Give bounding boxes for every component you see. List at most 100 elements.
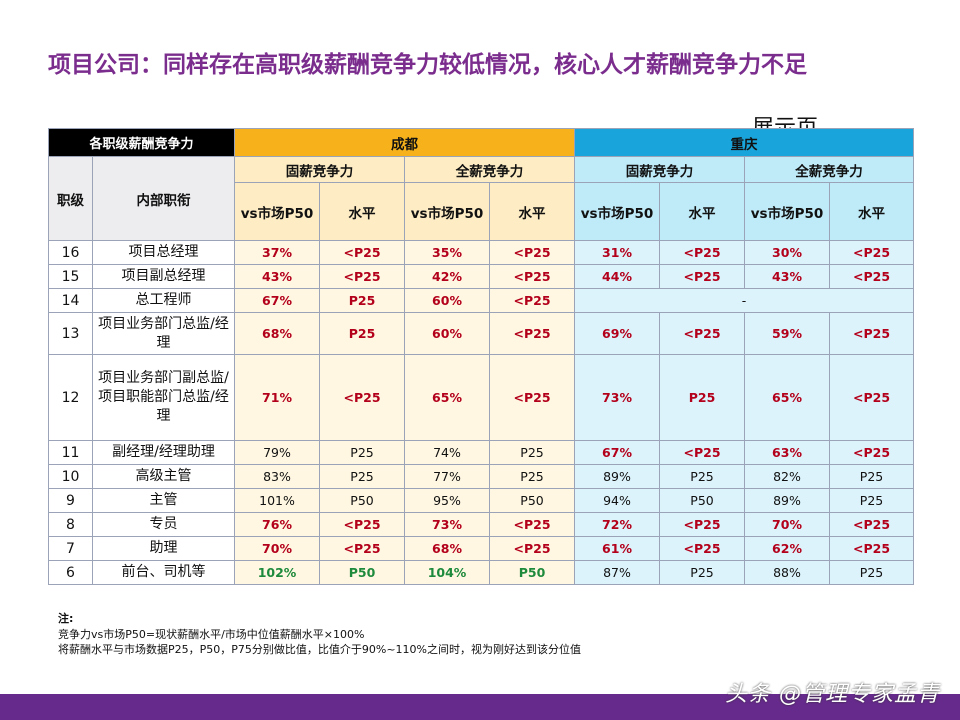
job-title-cell: 主管 <box>91 488 236 513</box>
table-row: 6 前台、司机等 102% P50 104% P50 87% P25 88% P25 <box>48 560 915 585</box>
notes-line-2: 将薪酬水平与市场数据P25，P50，P75分别做比值，比值介于90%~110%之… <box>58 643 582 656</box>
group-header: 全薪竞争力 <box>404 156 576 183</box>
value-cell: 30% <box>744 240 831 265</box>
value-cell: 72% <box>574 512 661 537</box>
value-cell: <P25 <box>319 264 406 289</box>
value-cell: 37% <box>234 240 321 265</box>
value-cell: 65% <box>744 354 831 441</box>
grade-cell: 7 <box>48 536 93 561</box>
value-cell: 74% <box>404 440 491 465</box>
grade-cell: 9 <box>48 488 93 513</box>
value-cell: <P25 <box>489 288 576 313</box>
value-cell: <P25 <box>319 240 406 265</box>
value-cell: 63% <box>744 440 831 465</box>
value-cell: 73% <box>404 512 491 537</box>
value-cell: <P25 <box>489 264 576 289</box>
value-cell: 76% <box>234 512 321 537</box>
value-cell: 94% <box>574 488 661 513</box>
grade-cell: 12 <box>48 354 93 441</box>
value-cell: <P25 <box>489 312 576 355</box>
grade-cell: 10 <box>48 464 93 489</box>
table-row: 14 总工程师 67% P25 60% <P25- <box>48 288 915 313</box>
value-cell: P25 <box>829 464 915 489</box>
value-cell: <P25 <box>489 240 576 265</box>
grade-cell: 13 <box>48 312 93 355</box>
value-cell: P25 <box>319 440 406 465</box>
value-cell: <P25 <box>659 240 746 265</box>
value-cell: 43% <box>234 264 321 289</box>
table-row: 10 高级主管 83% P25 77% P25 89% P25 82% P25 <box>48 464 915 489</box>
value-cell: <P25 <box>319 354 406 441</box>
value-cell: 60% <box>404 312 491 355</box>
value-cell: P25 <box>319 288 406 313</box>
value-cell: <P25 <box>489 354 576 441</box>
value-cell: 70% <box>744 512 831 537</box>
grade-cell: 16 <box>48 240 93 265</box>
value-cell: P25 <box>489 464 576 489</box>
value-cell: P50 <box>319 488 406 513</box>
competitiveness-table: 各职级薪酬竞争力 成都 重庆 职级 内部职衔 固薪竞争力 全薪竞争力 固薪竞争力… <box>47 128 915 585</box>
value-cell: 83% <box>234 464 321 489</box>
value-cell: P25 <box>319 312 406 355</box>
value-cell: 101% <box>234 488 321 513</box>
value-cell: P50 <box>319 560 406 585</box>
value-cell: 60% <box>404 288 491 313</box>
value-cell: <P25 <box>319 536 406 561</box>
value-cell: <P25 <box>489 512 576 537</box>
merged-empty-cell: - <box>574 288 915 313</box>
job-title-cell: 项目业务部门副总监/项目职能部门总监/经理 <box>91 354 236 441</box>
grade-cell: 11 <box>48 440 93 465</box>
footer-band <box>0 694 960 720</box>
value-cell: <P25 <box>659 264 746 289</box>
job-title-cell: 项目副总经理 <box>91 264 236 289</box>
value-cell: P25 <box>659 560 746 585</box>
value-cell: <P25 <box>659 440 746 465</box>
value-cell: 67% <box>234 288 321 313</box>
value-cell: <P25 <box>659 512 746 537</box>
table-row: 7 助理 70% <P25 68% <P25 61% <P25 62% <P25 <box>48 536 915 561</box>
group-header: 固薪竞争力 <box>234 156 406 183</box>
city-header-chongqing: 重庆 <box>574 128 915 157</box>
table-row: 11 副经理/经理助理 79% P25 74% P25 67% <P25 63% <P25 <box>48 440 915 465</box>
value-cell: <P25 <box>659 536 746 561</box>
job-title-cell: 项目总经理 <box>91 240 236 265</box>
value-cell: P50 <box>489 488 576 513</box>
value-cell: <P25 <box>829 240 915 265</box>
value-cell: <P25 <box>829 354 915 441</box>
value-cell: 43% <box>744 264 831 289</box>
value-cell: 62% <box>744 536 831 561</box>
value-cell: P25 <box>319 464 406 489</box>
value-cell: P25 <box>829 488 915 513</box>
group-header: 全薪竞争力 <box>744 156 915 183</box>
table-row: 8 专员 76% <P25 73% <P25 72% <P25 70% <P25 <box>48 512 915 537</box>
job-title-cell: 副经理/经理助理 <box>91 440 236 465</box>
value-cell: 61% <box>574 536 661 561</box>
page-title: 项目公司：同样存在高职级薪酬竞争力较低情况，核心人才薪酬竞争力不足 <box>48 52 807 78</box>
grade-cell: 14 <box>48 288 93 313</box>
value-cell: 104% <box>404 560 491 585</box>
table-row: 15 项目副总经理 43% <P25 42% <P25 44% <P25 43% <P25 <box>48 264 915 289</box>
job-title-cell: 项目业务部门总监/经理 <box>91 312 236 355</box>
value-cell: 102% <box>234 560 321 585</box>
value-cell: 68% <box>404 536 491 561</box>
notes-line-1: 竞争力vs市场P50=现状薪酬水平/市场中位值薪酬水平×100% <box>58 627 365 641</box>
metric-header: 水平 <box>659 182 746 241</box>
grade-cell: 15 <box>48 264 93 289</box>
table-corner-header: 各职级薪酬竞争力 <box>47 128 236 157</box>
value-cell: 70% <box>234 536 321 561</box>
value-cell: P50 <box>489 560 576 585</box>
metric-header: vs市场P50 <box>404 182 491 241</box>
value-cell: <P25 <box>829 264 915 289</box>
value-cell: <P25 <box>829 440 915 465</box>
value-cell: P25 <box>659 354 746 441</box>
value-cell: 65% <box>404 354 491 441</box>
value-cell: 89% <box>574 464 661 489</box>
value-cell: 73% <box>574 354 661 441</box>
value-cell: <P25 <box>489 536 576 561</box>
title-column-header: 内部职衔 <box>91 156 236 241</box>
job-title-cell: 专员 <box>91 512 236 537</box>
value-cell: 87% <box>574 560 661 585</box>
value-cell: 42% <box>404 264 491 289</box>
metric-header: 水平 <box>829 182 915 241</box>
table-row: 9 主管 101% P50 95% P50 94% P50 89% P25 <box>48 488 915 513</box>
